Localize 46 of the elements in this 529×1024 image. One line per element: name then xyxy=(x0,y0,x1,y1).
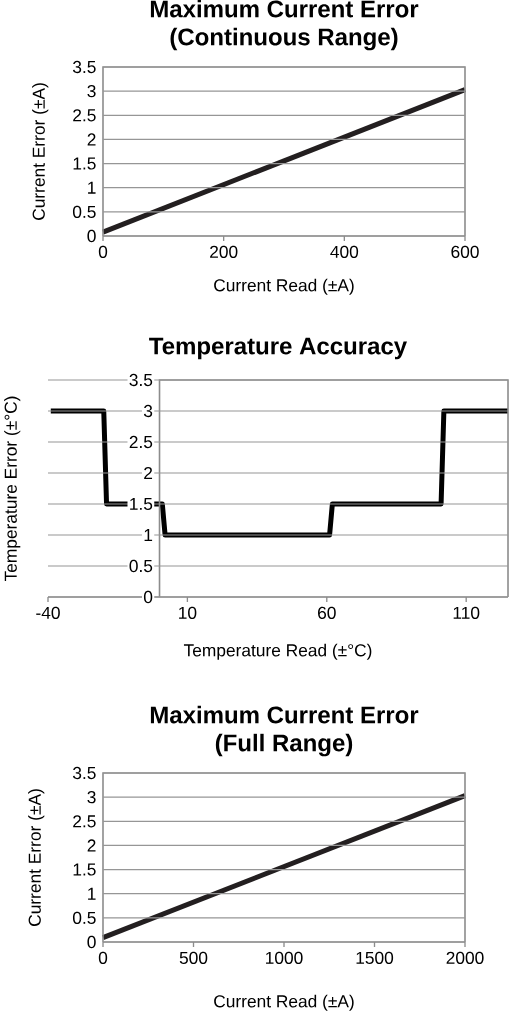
x-axis-title: Temperature Read (±°C) xyxy=(183,643,372,660)
y-tick-label: 0 xyxy=(87,935,96,949)
x-tick-label: 1500 xyxy=(356,951,394,964)
x-tick-label: 600 xyxy=(451,245,479,258)
y-tick-label: 0 xyxy=(143,590,153,604)
y-tick-label: 0 xyxy=(87,229,96,243)
y-tick-label: 0.5 xyxy=(72,205,96,218)
x-tick-label: 200 xyxy=(210,245,238,258)
y-tick-label: 1 xyxy=(88,887,96,900)
chart-title: Maximum Current Error (Full Range) xyxy=(150,705,419,757)
x-tick-label: 0 xyxy=(98,245,108,258)
y-tick-label: 0.5 xyxy=(72,911,96,924)
y-tick-label: 2.5 xyxy=(129,435,153,449)
y-tick-label: 1.5 xyxy=(73,157,96,170)
x-tick-label: 0 xyxy=(98,951,108,964)
x-tick-label: -40 xyxy=(36,606,60,619)
x-axis-title: Current Read (±A) xyxy=(214,278,354,295)
chart-title: Temperature Accuracy xyxy=(149,337,407,360)
chart-title: Maximum Current Error (Continuous Range) xyxy=(150,0,419,51)
y-axis-title: Current Error (±A) xyxy=(28,789,45,926)
x-tick-label: 500 xyxy=(179,951,208,964)
x-tick-label: 110 xyxy=(453,606,480,619)
y-tick-label: 1 xyxy=(88,181,96,194)
y-tick-label: 1.5 xyxy=(73,863,96,876)
y-tick-label: 3 xyxy=(87,791,96,804)
y-axis-title: Temperature Error (±°C) xyxy=(4,396,21,582)
y-axis-title: Current Error (±A) xyxy=(32,83,49,220)
y-tick-label: 2 xyxy=(87,133,96,146)
y-tick-label: 2 xyxy=(87,839,96,852)
y-tick-label: 1 xyxy=(144,529,153,541)
y-tick-label: 3 xyxy=(87,85,96,98)
y-tick-label: 3.5 xyxy=(72,766,96,780)
x-tick-label: 1000 xyxy=(266,951,303,964)
y-tick-label: 3.5 xyxy=(72,60,96,74)
x-tick-label: 60 xyxy=(318,606,336,619)
x-tick-label: 400 xyxy=(330,245,359,258)
y-tick-label: 2.5 xyxy=(73,109,96,122)
x-tick-label: 2000 xyxy=(446,951,484,964)
y-tick-label: 3 xyxy=(143,404,153,418)
y-tick-label: 1.5 xyxy=(130,497,153,511)
y-tick-label: 3.5 xyxy=(129,373,153,387)
x-axis-title: Current Read (±A) xyxy=(214,994,354,1011)
y-tick-label: 2.5 xyxy=(73,815,96,828)
y-tick-label: 2 xyxy=(144,466,153,480)
y-tick-label: 0.5 xyxy=(129,559,153,573)
x-tick-label: 10 xyxy=(179,606,197,619)
